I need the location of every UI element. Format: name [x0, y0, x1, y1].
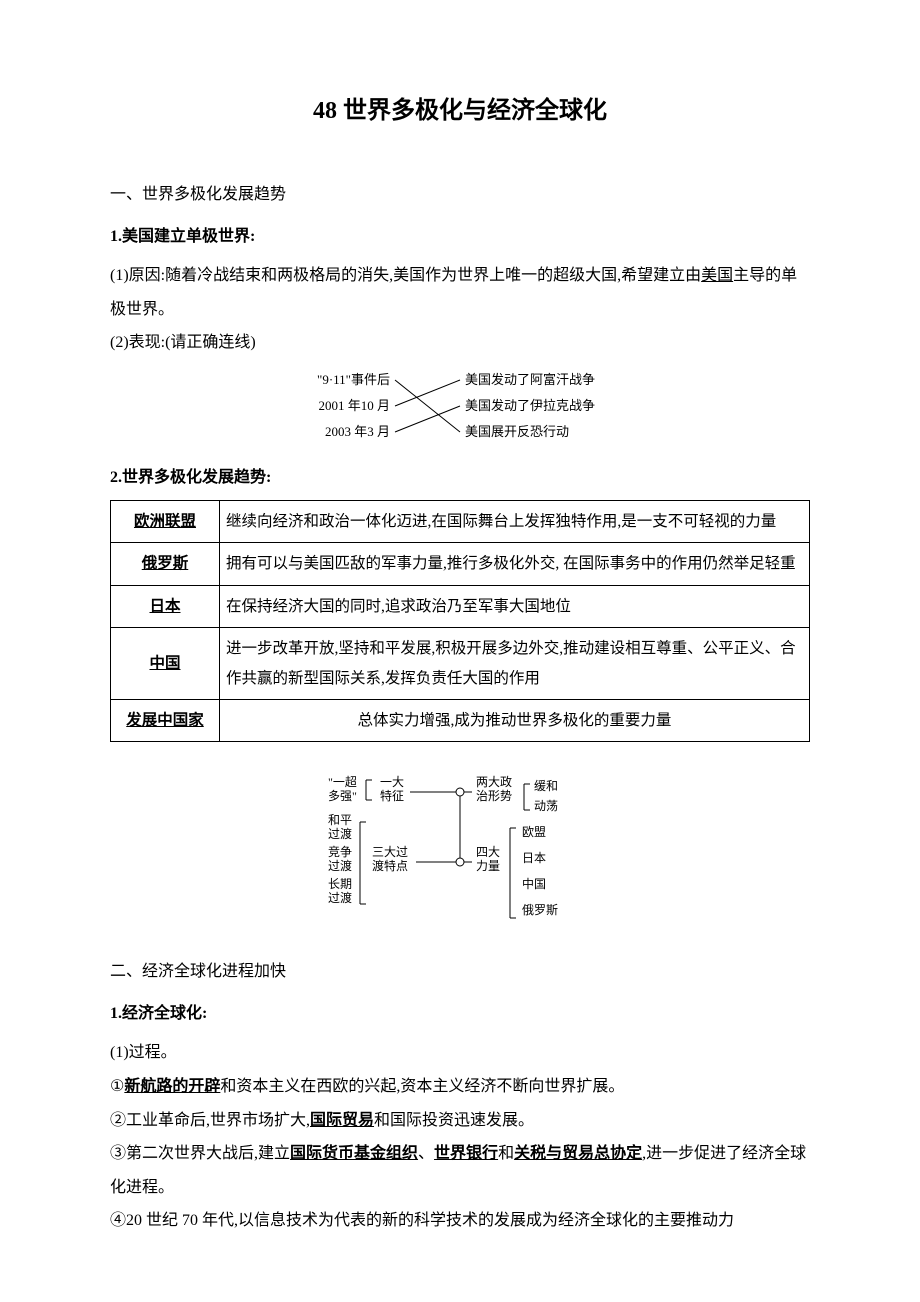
table-row-text: 在保持经济大国的同时,追求政治乃至军事大国地位 — [220, 585, 810, 627]
table-row-label: 日本 — [111, 585, 220, 627]
svg-text:美国发动了伊拉克战争: 美国发动了伊拉克战争 — [465, 398, 595, 413]
trend-table: 欧洲联盟继续向经济和政治一体化迈进,在国际舞台上发挥独特作用,是一支不可轻视的力… — [110, 500, 810, 743]
sec1-p1-prefix: (1)原因:随着冷战结束和两极格局的消失,美国作为世界上唯一的超级大国,希望建立… — [110, 267, 701, 284]
l2-u: 国际贸易 — [310, 1112, 374, 1129]
table-row-text: 拥有可以与美国匹敌的军事力量,推行多极化外交, 在国际事务中的作用仍然举足轻重 — [220, 543, 810, 585]
l1-suf: 和资本主义在西欧的兴起,资本主义经济不断向世界扩展。 — [220, 1078, 624, 1095]
svg-text:缓和: 缓和 — [534, 779, 558, 793]
svg-text:竞争: 竞争 — [328, 845, 352, 859]
sec2-l3: ③第二次世界大战后,建立国际货币基金组织、世界银行和关税与贸易总协定,进一步促进… — [110, 1137, 810, 1204]
l3-mid2: 和 — [498, 1145, 514, 1162]
match-diagram: "9·11"事件后 2001 年10 月 2003 年3 月 美国发动了阿富汗战争美国… — [110, 366, 810, 446]
svg-text:俄罗斯: 俄罗斯 — [522, 903, 558, 917]
svg-text:过渡: 过渡 — [328, 890, 352, 905]
sec2-l1: ①新航路的开辟和资本主义在西欧的兴起,资本主义经济不断向世界扩展。 — [110, 1070, 810, 1104]
svg-text:过渡: 过渡 — [328, 826, 352, 841]
svg-text:渡特点: 渡特点 — [372, 858, 408, 873]
svg-text:动荡: 动荡 — [534, 799, 558, 813]
l1-u: 新航路的开辟 — [124, 1078, 220, 1095]
sec2-h1: 1.经济全球化: — [110, 998, 810, 1030]
table-row-label: 发展中国家 — [111, 699, 220, 741]
sec2-l2: ②工业革命后,世界市场扩大,国际贸易和国际投资迅速发展。 — [110, 1104, 810, 1138]
svg-text:特征: 特征 — [380, 788, 404, 803]
svg-text:四大: 四大 — [476, 845, 500, 859]
bracket-svg: "一超多强"一大特征和平过渡竞争过渡长期过渡三大过渡特点两大政治形势缓和动荡四大… — [310, 766, 610, 936]
svg-text:2003 年3 月: 2003 年3 月 — [325, 424, 390, 439]
table-row-text: 总体实力增强,成为推动世界多极化的重要力量 — [220, 699, 810, 741]
sec1-p2: (2)表现:(请正确连线) — [110, 326, 810, 360]
svg-text:力量: 力量 — [476, 859, 500, 873]
svg-text:"9·11"事件后: "9·11"事件后 — [317, 372, 390, 387]
svg-text:多强": 多强" — [328, 789, 357, 803]
sec2-p1: (1)过程。 — [110, 1036, 810, 1070]
section2-heading: 二、经济全球化进程加快 — [110, 956, 810, 988]
sec1-h1: 1.美国建立单极世界: — [110, 221, 810, 253]
svg-text:美国发动了阿富汗战争: 美国发动了阿富汗战争 — [465, 372, 595, 387]
svg-text:两大政: 两大政 — [476, 775, 512, 789]
svg-text:长期: 长期 — [328, 877, 352, 891]
svg-text:2001 年10 月: 2001 年10 月 — [318, 398, 390, 413]
svg-text:"一超: "一超 — [328, 774, 357, 789]
svg-text:三大过: 三大过 — [372, 845, 408, 859]
section1-heading: 一、世界多极化发展趋势 — [110, 179, 810, 211]
l3-mid1: 、 — [418, 1145, 434, 1162]
l1-pre: ① — [110, 1078, 124, 1095]
svg-text:治形势: 治形势 — [476, 789, 512, 803]
svg-text:和平: 和平 — [328, 813, 352, 827]
l2-suf: 和国际投资迅速发展。 — [374, 1112, 534, 1129]
table-row-label: 欧洲联盟 — [111, 500, 220, 542]
svg-text:一大: 一大 — [380, 775, 404, 789]
l3-pre: ③第二次世界大战后,建立 — [110, 1145, 290, 1162]
svg-text:欧盟: 欧盟 — [522, 825, 546, 839]
page-title: 48 世界多极化与经济全球化 — [110, 90, 810, 125]
l3-u2: 世界银行 — [434, 1145, 498, 1162]
match-svg: "9·11"事件后 2001 年10 月 2003 年3 月 美国发动了阿富汗战争美国… — [280, 366, 640, 446]
sec1-p1: (1)原因:随着冷战结束和两极格局的消失,美国作为世界上唯一的超级大国,希望建立… — [110, 259, 810, 326]
sec1-h2: 2.世界多极化发展趋势: — [110, 462, 810, 494]
table-row-text: 继续向经济和政治一体化迈进,在国际舞台上发挥独特作用,是一支不可轻视的力量 — [220, 500, 810, 542]
sec1-p1-underline: 美国 — [701, 267, 733, 284]
l2-pre: ②工业革命后,世界市场扩大, — [110, 1112, 310, 1129]
bracket-diagram: "一超多强"一大特征和平过渡竞争过渡长期过渡三大过渡特点两大政治形势缓和动荡四大… — [110, 766, 810, 936]
svg-text:日本: 日本 — [522, 851, 546, 865]
svg-text:中国: 中国 — [522, 876, 546, 891]
l3-u1: 国际货币基金组织 — [290, 1145, 418, 1162]
svg-text:过渡: 过渡 — [328, 858, 352, 873]
l3-u3: 关税与贸易总协定 — [514, 1145, 642, 1162]
sec2-l4: ④20 世纪 70 年代,以信息技术为代表的新的科学技术的发展成为经济全球化的主… — [110, 1204, 810, 1238]
table-row-label: 中国 — [111, 628, 220, 700]
svg-text:美国展开反恐行动: 美国展开反恐行动 — [465, 424, 569, 439]
table-row-text: 进一步改革开放,坚持和平发展,积极开展多边外交,推动建设相互尊重、公平正义、合作… — [220, 628, 810, 700]
table-row-label: 俄罗斯 — [111, 543, 220, 585]
